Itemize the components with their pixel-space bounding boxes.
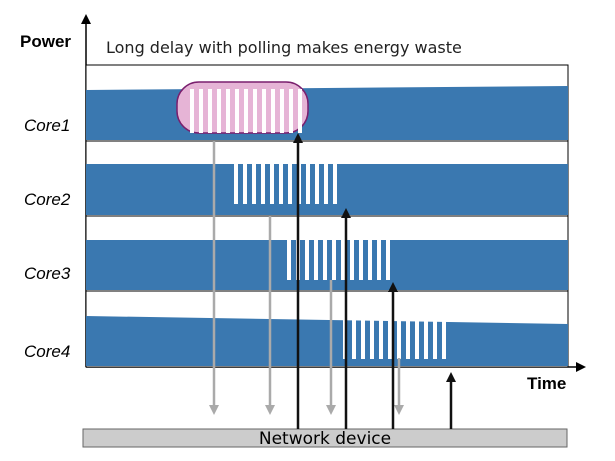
core2-polling-stripe — [324, 164, 328, 204]
x-axis-label: Time — [527, 374, 566, 393]
core4-polling-stripe — [370, 317, 374, 359]
core1-polling-highlight — [176, 81, 309, 134]
core1-polling-stripe — [253, 89, 257, 133]
core1-label: Core1 — [24, 116, 70, 135]
core3-polling-stripe — [287, 240, 291, 280]
request-arrows — [209, 141, 404, 415]
core1-polling-stripe — [217, 89, 221, 133]
core2-polling-stripe — [306, 164, 310, 204]
core4-polling-stripe — [379, 317, 383, 359]
core4-polling-stripe — [424, 317, 428, 359]
core1-polling-stripe — [298, 89, 302, 133]
core2-polling-stripe — [243, 164, 247, 204]
response-arrows — [293, 133, 456, 429]
core1-polling-stripe — [280, 89, 284, 133]
core4-polling-stripe — [352, 317, 356, 359]
core2-polling-stripe — [252, 164, 256, 204]
core3-polling-stripe — [350, 240, 354, 280]
core3-polling-stripe — [386, 240, 390, 280]
core4-polling-stripe — [442, 317, 446, 359]
core1-polling-stripe — [208, 89, 212, 133]
core1-polling-stripe — [244, 89, 248, 133]
core3-label: Core3 — [24, 264, 71, 283]
core4-polling-stripe — [388, 317, 392, 359]
core2-polling-stripe — [234, 164, 238, 204]
core4-polling-stripe — [415, 317, 419, 359]
diagram-caption: Long delay with polling makes energy was… — [106, 38, 462, 57]
core2-polling-stripe — [288, 164, 292, 204]
core1-polling-stripe — [226, 89, 230, 133]
core3-polling-stripe — [332, 240, 336, 280]
network-device-label: Network device — [259, 429, 391, 449]
core1-polling-stripe — [190, 89, 194, 133]
core3-polling-stripe — [323, 240, 327, 280]
core2-polling-stripe — [315, 164, 319, 204]
core3-polling-stripe — [359, 240, 363, 280]
core1-polling-stripe — [289, 89, 293, 133]
y-axis-label: Power — [20, 32, 71, 51]
core4-polling-stripe — [433, 317, 437, 359]
core4-polling-stripe — [397, 317, 401, 359]
core1-polling-stripe — [262, 89, 266, 133]
core1-polling-stripe — [199, 89, 203, 133]
x-axis-arrow-icon — [576, 362, 586, 372]
core4-label: Core4 — [24, 342, 70, 361]
core1-polling-stripe — [235, 89, 239, 133]
core3-polling-stripe — [368, 240, 372, 280]
core2-polling-stripe — [333, 164, 337, 204]
core3-polling-stripe — [314, 240, 318, 280]
core2-label: Core2 — [24, 190, 71, 209]
core2-polling-stripe — [270, 164, 274, 204]
core1-power-band — [86, 86, 568, 140]
core4-polling-stripe — [361, 317, 365, 359]
y-axis-arrow-icon — [81, 14, 91, 24]
network-device-bar — [82, 428, 568, 448]
core1-polling-stripe — [271, 89, 275, 133]
core2-polling-stripe — [261, 164, 265, 204]
core4-polling-stripe — [406, 317, 410, 359]
core3-polling-stripe — [341, 240, 345, 280]
core2-polling-stripe — [279, 164, 283, 204]
core4-power-band — [86, 316, 568, 366]
core3-polling-stripe — [377, 240, 381, 280]
core3-polling-stripe — [305, 240, 309, 280]
